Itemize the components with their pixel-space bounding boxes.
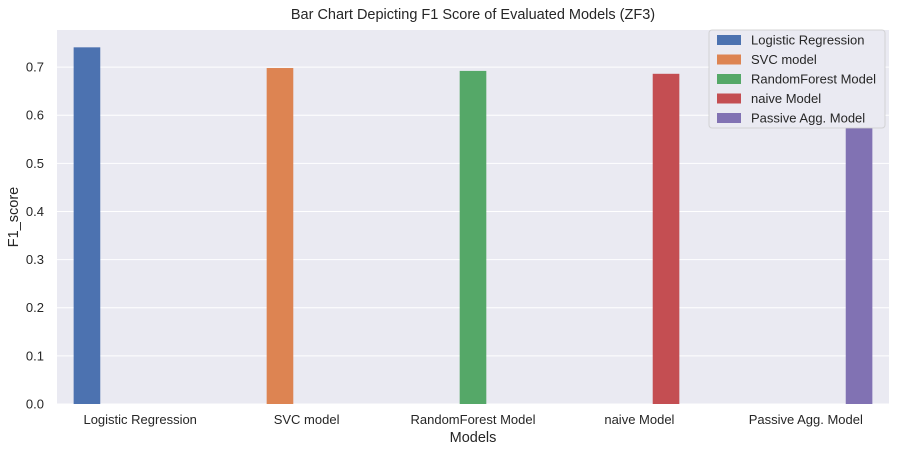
y-tick-label: 0.3 bbox=[26, 252, 44, 267]
legend-swatch bbox=[717, 35, 741, 45]
legend: Logistic Regression SVC model RandomForest… bbox=[708, 29, 886, 129]
y-tick-labels: 0.0 0.1 0.2 0.3 0.4 0.5 0.6 0.7 bbox=[26, 60, 44, 412]
y-tick-label: 0.2 bbox=[26, 300, 44, 315]
y-tick-label: 0.4 bbox=[26, 204, 44, 219]
legend-swatch bbox=[717, 113, 741, 123]
bar bbox=[73, 47, 101, 404]
y-tick-label: 0.5 bbox=[26, 156, 44, 171]
legend-label: Passive Agg. Model bbox=[751, 111, 865, 126]
bars bbox=[73, 47, 873, 405]
y-tick-label: 0.0 bbox=[26, 397, 44, 412]
legend-label: naive Model bbox=[751, 91, 821, 106]
x-tick-label: SVC model bbox=[274, 412, 340, 427]
x-tick-label: naive Model bbox=[604, 412, 674, 427]
bar bbox=[459, 70, 487, 405]
chart-title: Bar Chart Depicting F1 Score of Evaluate… bbox=[291, 7, 655, 23]
legend-box bbox=[708, 29, 886, 129]
legend-swatch bbox=[717, 93, 741, 104]
y-tick-label: 0.1 bbox=[26, 348, 44, 363]
x-tick-label: Logistic Regression bbox=[83, 412, 196, 427]
x-tick-label: Passive Agg. Model bbox=[749, 412, 863, 427]
x-tick-label: RandomForest Model bbox=[411, 412, 536, 427]
bar bbox=[652, 73, 680, 404]
y-tick-label: 0.6 bbox=[26, 108, 44, 123]
legend-label: Logistic Regression bbox=[751, 33, 864, 48]
x-axis-label: Models bbox=[450, 430, 497, 446]
legend-swatch bbox=[717, 54, 741, 65]
legend-label: RandomForest Model bbox=[751, 72, 876, 87]
y-tick-label: 0.7 bbox=[26, 60, 44, 75]
legend-label: SVC model bbox=[751, 52, 817, 67]
x-tick-labels: Logistic Regression SVC model RandomForest… bbox=[83, 412, 863, 427]
legend-swatch bbox=[717, 74, 741, 84]
bar bbox=[266, 68, 294, 404]
y-axis-label: F1_score bbox=[6, 187, 22, 247]
